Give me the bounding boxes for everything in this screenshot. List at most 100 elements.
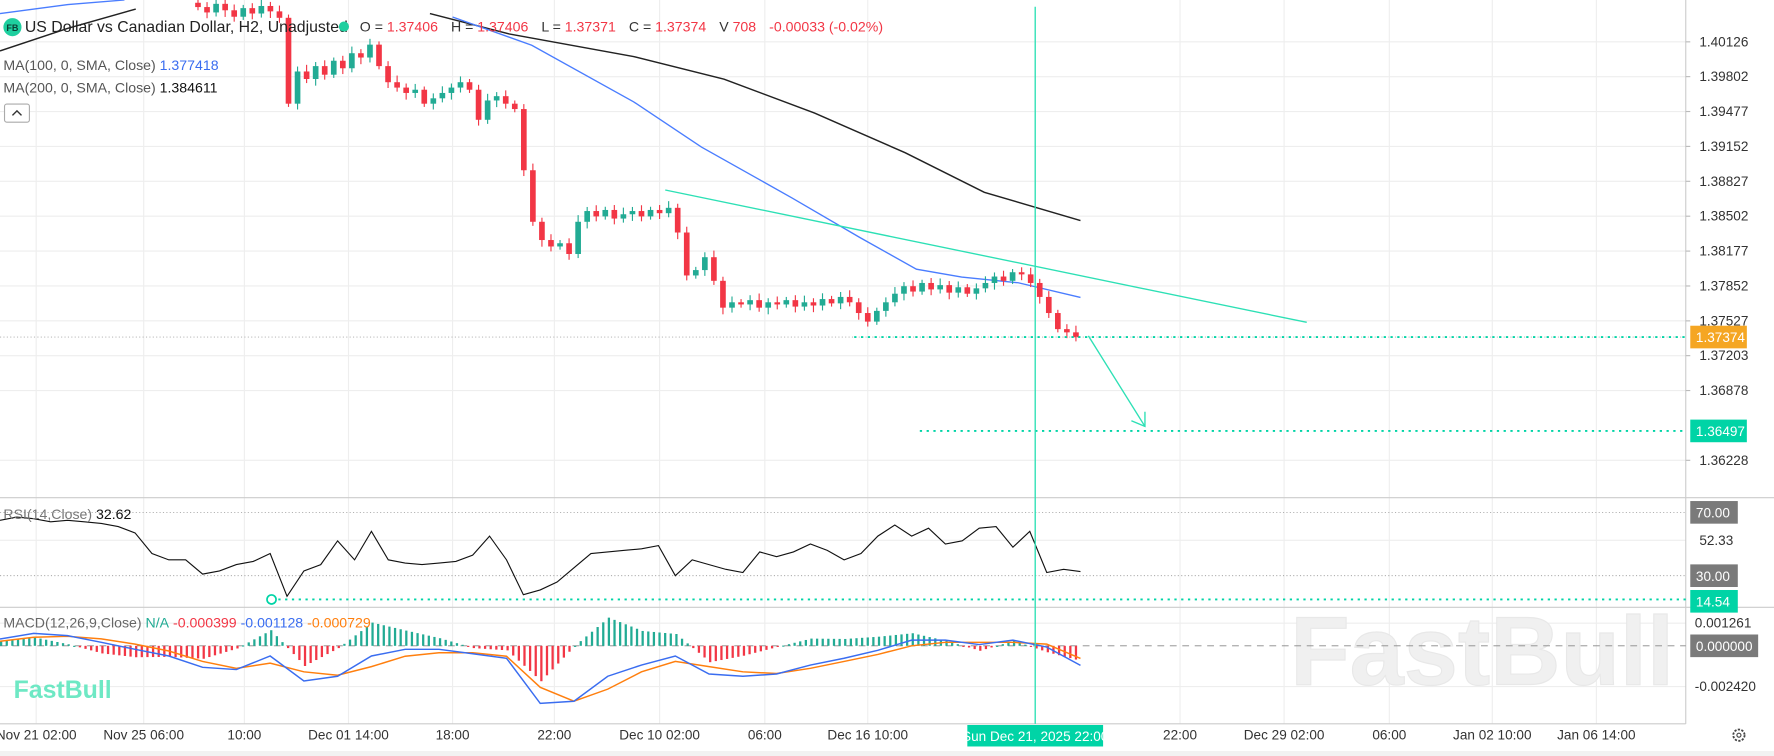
target-price-badge: 1.36497 [1696,424,1745,439]
macd-histogram-bar [714,645,717,662]
candle-body [828,299,835,304]
candle-body [1000,276,1007,281]
candle-body [837,296,844,304]
candle-body [493,96,500,101]
macd-histogram-bar [0,640,3,646]
ma200-label: MA(200, 0, SMA, Close) [3,80,155,96]
macd-histogram-bar [16,639,20,646]
macd-histogram-bar [382,625,385,646]
candle-body [403,87,409,93]
candle-body [575,221,581,254]
fastbull-logo: FastBull [14,676,112,704]
macd-histogram-bar [894,634,898,646]
time-tick-label: Dec 10 02:00 [619,728,700,743]
candle-body [213,3,219,13]
macd-histogram-bar [844,638,847,646]
macd-histogram-bar [658,632,661,646]
down-arrow[interactable] [1087,335,1146,427]
candle-body [883,302,889,311]
candle-body [937,285,944,290]
macd-histogram-bar [303,645,307,666]
macd-histogram-bar [534,645,537,677]
ma100-line [0,0,125,15]
macd-histogram-bar [56,642,59,646]
macd-histogram-bar [737,645,740,657]
macd-histogram-bar [489,645,492,650]
macd-histogram-bar [433,636,436,646]
macd-histogram-bar [320,645,324,658]
macd-histogram-bar [579,641,582,646]
candle-body [892,293,898,303]
macd-histogram-bar [326,645,329,655]
candle-body [339,60,346,69]
macd-histogram-bar [1029,645,1033,647]
macd-histogram-bar [979,645,982,651]
macd-histogram-bar [512,645,515,656]
macd-histogram-bar [191,645,194,659]
macd-histogram-bar [129,645,132,657]
candle-body [448,87,455,93]
macd-histogram-bar [393,627,397,646]
macd-histogram-bar [725,645,729,659]
candle-body [1018,272,1025,275]
rsi-marker-handle[interactable] [266,594,277,605]
macd-histogram-bar [67,644,70,646]
macd-histogram-bar [298,645,301,661]
price-tick-label: 1.37852 [1699,279,1748,294]
candle-body [1009,272,1016,281]
macd-histogram-bar [213,645,217,656]
macd-histogram-bar [680,638,684,646]
symbol-title: US Dollar vs Canadian Dollar, H2, Unadju… [25,19,348,36]
candle-body [204,7,210,13]
candles [195,0,1079,342]
macd-histogram-bar [360,631,363,646]
settings-button[interactable] [1732,728,1746,742]
macd-histogram-bar [270,630,273,646]
macd-histogram-bar [112,645,115,655]
ma100-line [452,16,1081,299]
brand-logo-text: FB [6,23,19,33]
macd-histogram-bar [461,644,464,646]
trendline[interactable] [665,189,1307,324]
macd-histogram-bar [996,645,999,647]
time-tick-label: 06:00 [1372,728,1406,743]
collapse-legend-button[interactable] [3,103,30,123]
macd-histogram-bar [118,645,121,656]
macd-histogram-bar [5,640,8,646]
macd-histogram-bar [782,645,785,647]
candle-body [385,66,391,83]
ma100-label: MA(100, 0, SMA, Close) [3,57,155,73]
macd-histogram-bar [607,617,611,646]
macd-histogram-bar [962,645,965,647]
rsi-marker-badge-bg [1690,589,1738,613]
drawings[interactable] [0,189,1686,605]
candle-body [539,221,545,241]
macd-histogram-bar [590,631,594,646]
price-tick-label: 1.38827 [1699,174,1748,189]
macd-histogram-bar [483,645,487,649]
time-axis[interactable]: Nov 21 02:00 Nov 25 06:00 10:00 Dec 01 14:0… [0,724,1636,747]
rsi-pane [0,511,1686,598]
candle-body [566,243,572,254]
macd-histogram-bar [770,645,774,649]
macd-histogram-bar [450,641,453,646]
time-tick-label: Jan 02 10:00 [1453,728,1532,743]
price-axis[interactable]: 1.40126 1.39802 1.39477 1.39152 1.38827 1.385… [1685,34,1759,694]
crosshair-time-badge-bg [967,724,1104,747]
candle-body [901,286,907,294]
candle-body [475,89,482,120]
candle-body [466,82,473,90]
macd-histogram-bar [348,639,352,646]
macd-histogram-bar [377,623,380,646]
macd-histogram-bar [1007,642,1010,646]
macd-histogram-bar [793,642,796,646]
candle-body [765,302,772,308]
macd-histogram-bar [815,638,819,646]
macd-histogram-bar [647,631,650,646]
candle-body [611,209,618,219]
grid [0,0,1686,724]
current-price-badge-bg [1690,325,1747,349]
candle-body [955,287,962,293]
candle-body [792,300,799,307]
